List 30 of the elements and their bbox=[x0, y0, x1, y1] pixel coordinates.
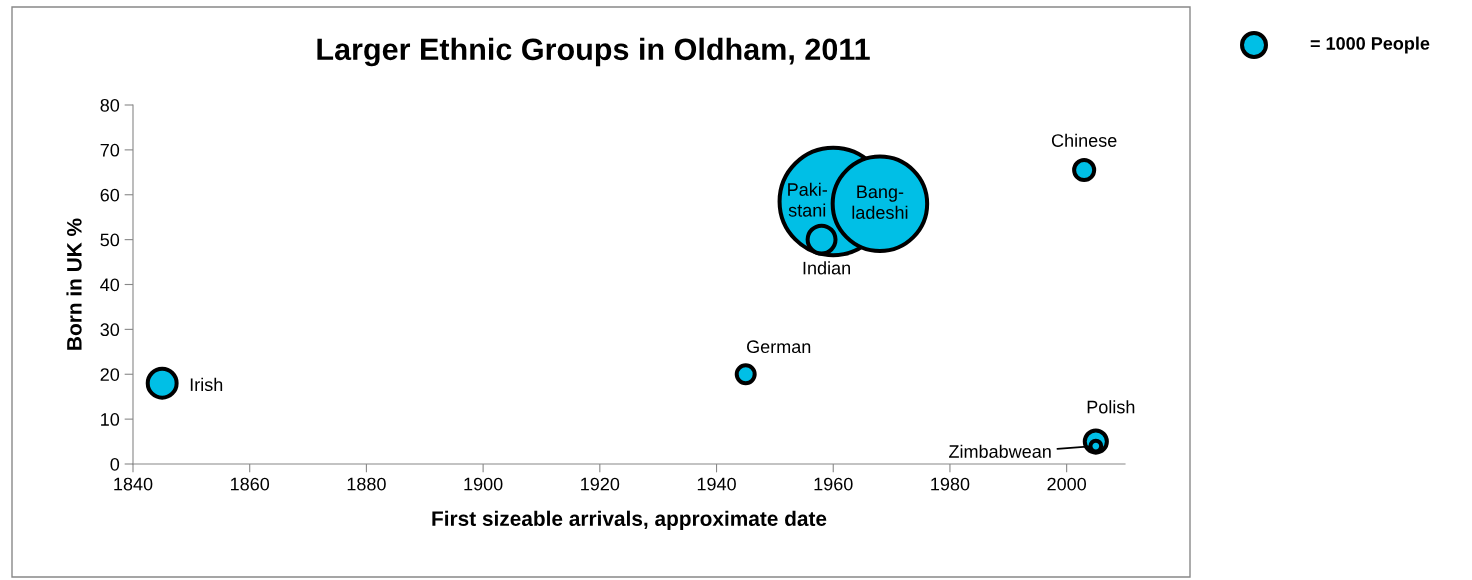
chart-title: Larger Ethnic Groups in Oldham, 2011 bbox=[317, 37, 870, 67]
annotation: Bang- ladeshi bbox=[852, 185, 908, 219]
y-tick-label: 10 bbox=[101, 413, 120, 426]
x-tick-label: 1840 bbox=[114, 477, 153, 491]
x-tick-label: 1960 bbox=[814, 477, 853, 491]
x-axis-title: First sizeable arrivals, approximate date bbox=[432, 510, 827, 531]
x-tick-label: 1920 bbox=[581, 477, 620, 491]
annotation: Chinese bbox=[1051, 133, 1117, 147]
x-tick-label: 1860 bbox=[231, 477, 270, 491]
y-tick-label: 80 bbox=[100, 98, 120, 112]
annotation: Zimbabwean bbox=[949, 444, 1051, 458]
x-tick-label: 1940 bbox=[697, 477, 736, 491]
y-tick-label: 20 bbox=[100, 368, 120, 381]
annotation: Irish bbox=[190, 377, 223, 392]
annotation: Polish bbox=[1087, 400, 1135, 414]
annotation: Paki- stani bbox=[788, 182, 827, 217]
y-tick-label: 30 bbox=[100, 323, 120, 337]
x-tick-label: 1980 bbox=[931, 477, 970, 491]
x-tick-label: 1900 bbox=[464, 477, 503, 491]
annotation: German bbox=[747, 340, 811, 354]
x-tick-label: 2000 bbox=[1047, 477, 1087, 491]
y-axis-title: Born in UK % bbox=[66, 218, 82, 350]
x-tick-label: 1880 bbox=[347, 477, 386, 491]
legend-label: = 1000 People bbox=[1310, 36, 1430, 54]
y-tick-label: 0 bbox=[110, 457, 120, 471]
y-tick-label: 40 bbox=[100, 278, 120, 292]
annotation: Indian bbox=[803, 261, 850, 275]
y-tick-label: 70 bbox=[100, 143, 120, 157]
y-tick-label: 60 bbox=[100, 188, 120, 202]
y-tick-label: 50 bbox=[100, 233, 120, 247]
